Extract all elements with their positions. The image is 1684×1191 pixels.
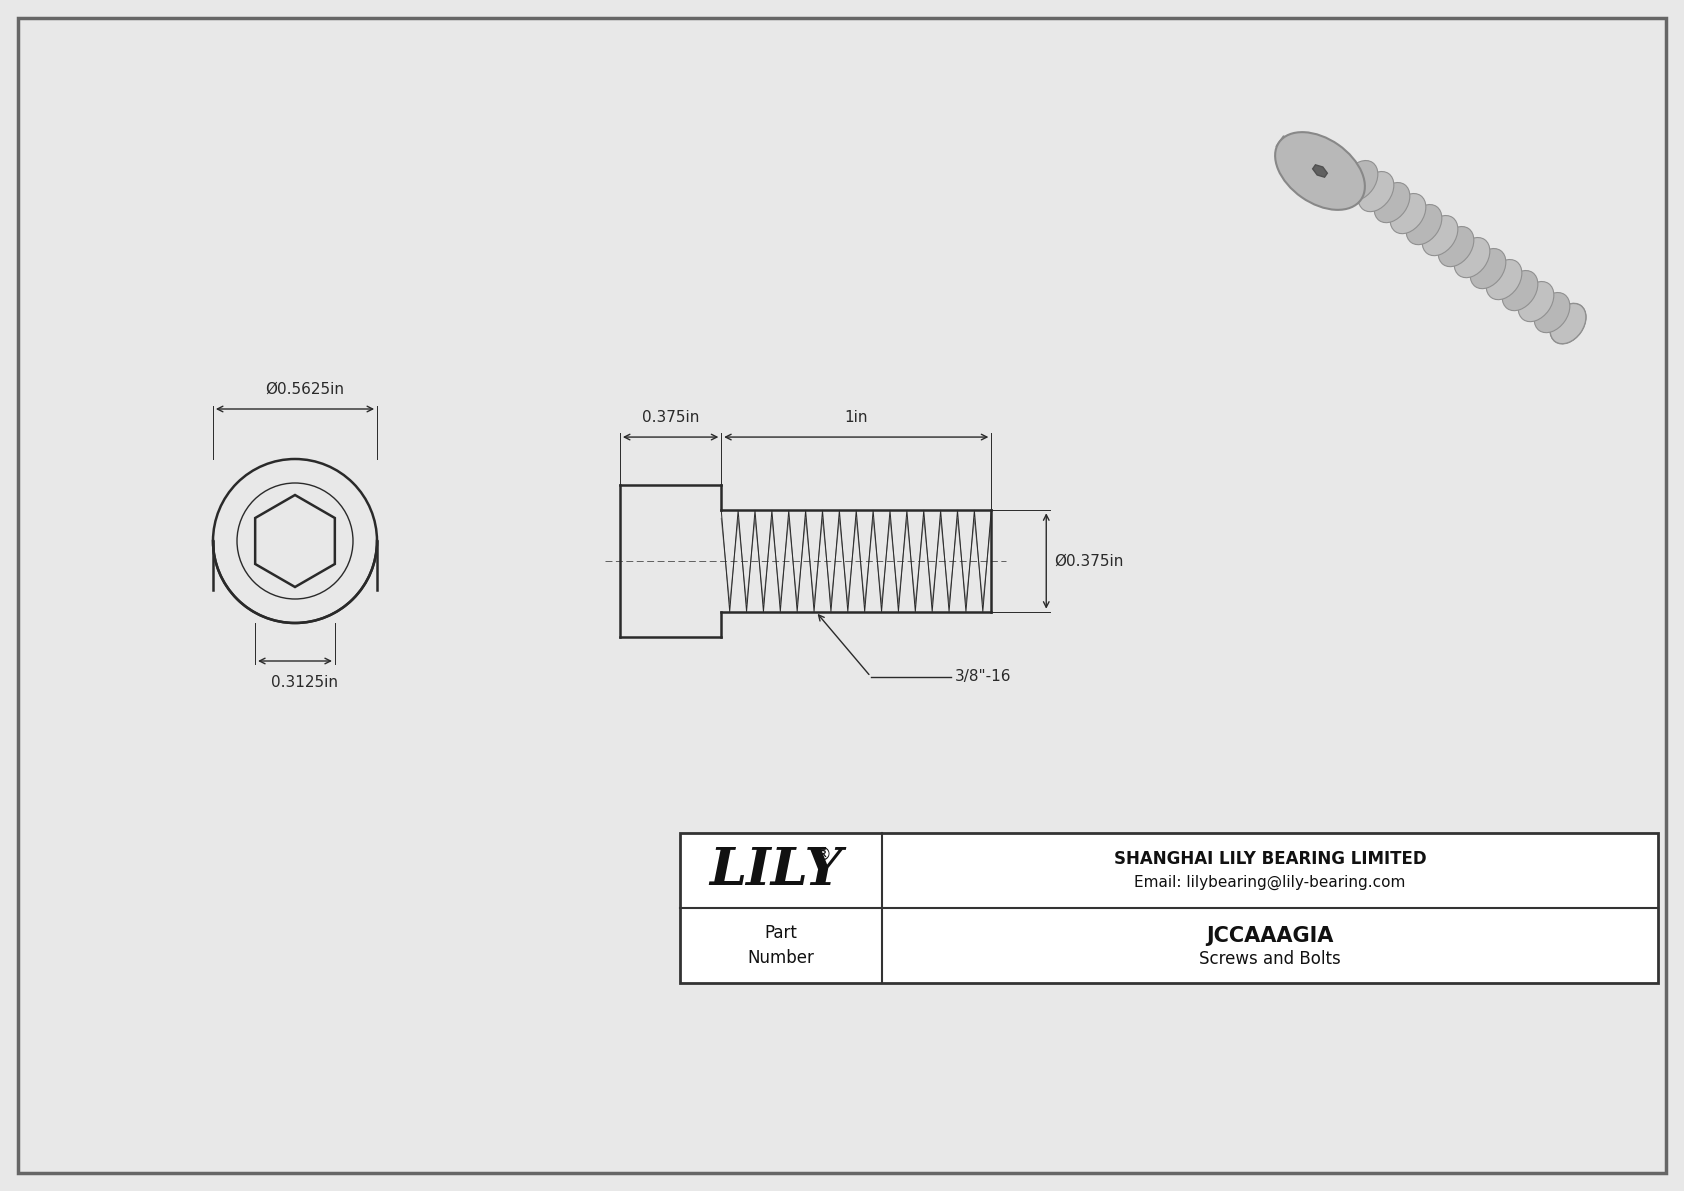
Text: 0.3125in: 0.3125in <box>271 675 338 690</box>
Text: LILY: LILY <box>709 844 842 896</box>
Ellipse shape <box>1470 249 1505 288</box>
Ellipse shape <box>1455 237 1490 278</box>
Ellipse shape <box>1487 260 1522 300</box>
Ellipse shape <box>1391 193 1426 233</box>
Ellipse shape <box>1374 182 1410 223</box>
Ellipse shape <box>1534 293 1569 332</box>
Ellipse shape <box>1342 161 1378 200</box>
Text: Screws and Bolts: Screws and Bolts <box>1199 949 1340 967</box>
Text: 1in: 1in <box>844 410 867 425</box>
Polygon shape <box>1276 136 1366 204</box>
Polygon shape <box>1312 164 1327 177</box>
Ellipse shape <box>1275 132 1366 210</box>
Text: Email: lilybearing@lily-bearing.com: Email: lilybearing@lily-bearing.com <box>1135 875 1406 890</box>
Text: 0.375in: 0.375in <box>642 410 699 425</box>
Text: Ø0.375in: Ø0.375in <box>1054 554 1123 568</box>
Ellipse shape <box>1502 270 1537 311</box>
Text: Ø0.5625in: Ø0.5625in <box>266 382 345 397</box>
Ellipse shape <box>1551 304 1586 344</box>
Text: 3/8"-16: 3/8"-16 <box>955 669 1012 684</box>
Ellipse shape <box>1519 281 1554 322</box>
Text: Part
Number: Part Number <box>748 924 815 967</box>
Ellipse shape <box>1438 226 1474 267</box>
Ellipse shape <box>1406 205 1442 244</box>
Ellipse shape <box>1359 172 1394 212</box>
Text: ®: ® <box>813 846 832 863</box>
Ellipse shape <box>1551 304 1586 344</box>
Text: JCCAAAGIA: JCCAAAGIA <box>1206 925 1334 946</box>
Text: SHANGHAI LILY BEARING LIMITED: SHANGHAI LILY BEARING LIMITED <box>1113 849 1426 867</box>
Bar <box>680 833 1659 983</box>
Ellipse shape <box>1423 216 1458 256</box>
